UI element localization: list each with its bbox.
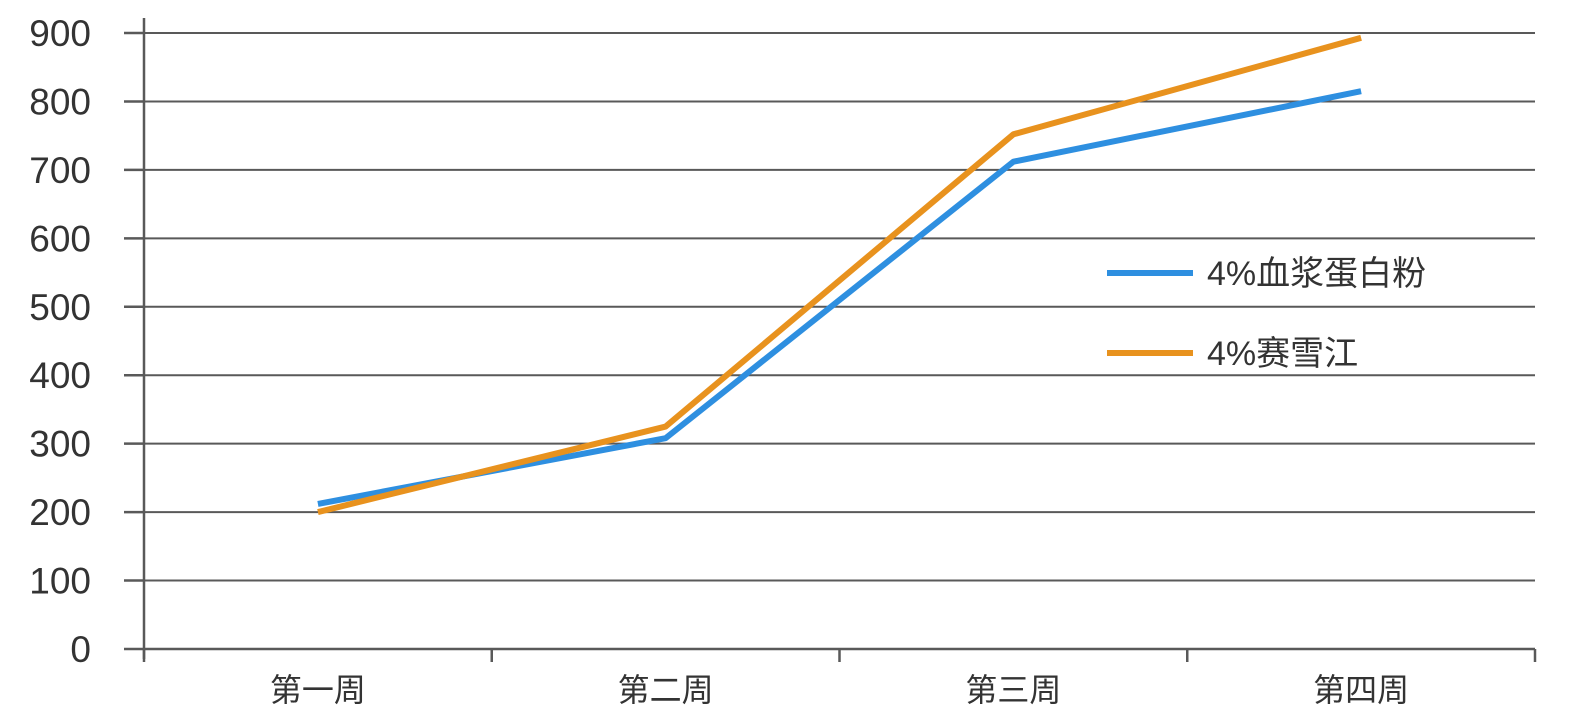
y-tick-label: 300 [29, 424, 91, 465]
axes [124, 18, 1537, 662]
legend-label-1: 4%血浆蛋白粉 [1207, 255, 1426, 293]
x-tick-label: 第三周 [965, 672, 1061, 708]
x-tick-label: 第四周 [1313, 672, 1409, 708]
y-tick-label: 100 [29, 561, 91, 602]
legend: 4%血浆蛋白粉 4%赛雪江 [1107, 255, 1426, 373]
y-tick-label: 700 [29, 150, 91, 191]
y-tick-label: 0 [70, 629, 91, 670]
legend-label-2: 4%赛雪江 [1207, 335, 1358, 373]
y-tick-label: 800 [29, 81, 91, 122]
series-line-2 [317, 34, 1362, 516]
x-axis-tick-labels: 第一周 第二周 第三周 第四周 [270, 672, 1409, 708]
y-axis-tick-labels: 0 100 200 300 400 500 600 700 800 900 [29, 13, 91, 670]
x-tick-label: 第二周 [618, 672, 714, 708]
series-line-1 [317, 88, 1362, 507]
y-tick-label: 500 [29, 287, 91, 328]
series-lines [317, 34, 1362, 516]
y-tick-label: 900 [29, 13, 91, 54]
x-tick-label: 第一周 [270, 672, 366, 708]
gridlines [144, 32, 1535, 582]
y-tick-label: 400 [29, 355, 91, 396]
y-tick-label: 600 [29, 218, 91, 259]
y-tick-label: 200 [29, 492, 91, 533]
